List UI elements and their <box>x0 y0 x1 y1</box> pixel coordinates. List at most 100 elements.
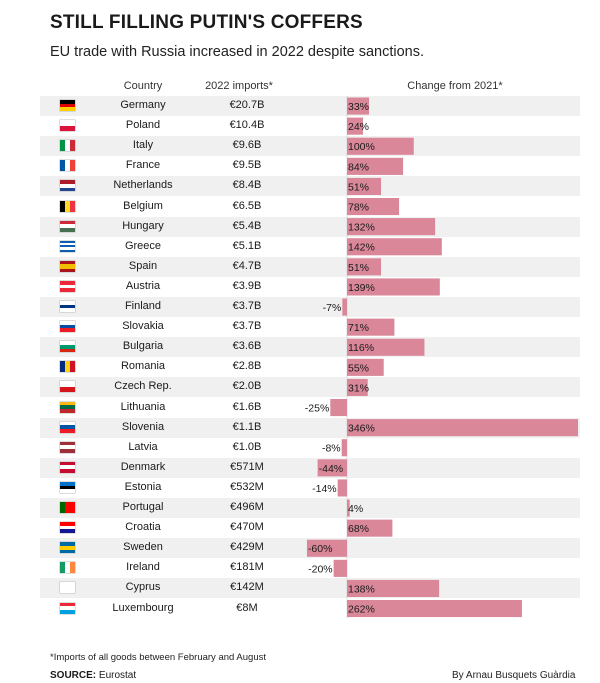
table-row: Cyprus €142M <box>40 578 580 599</box>
change-bar <box>333 559 347 577</box>
table-row: Czech Rep. €2.0B <box>40 377 580 398</box>
flag-icon <box>60 602 75 614</box>
change-label: -60% <box>308 543 333 555</box>
change-bar <box>347 278 440 296</box>
country-name: Estonia <box>124 480 162 493</box>
country-name: Ireland <box>126 561 160 574</box>
flag-icon <box>60 522 75 534</box>
source-value: Eurostat <box>98 670 137 681</box>
flag-icon <box>60 301 75 312</box>
change-label: 100% <box>348 141 375 153</box>
table-row: Austria €3.9B <box>40 277 580 297</box>
change-bar <box>347 358 384 376</box>
byline: By Arnau Busquets Guàrdia <box>452 670 576 681</box>
change-bar <box>347 198 400 216</box>
change-label: 51% <box>348 262 369 274</box>
country-name: Czech Rep. <box>114 380 172 393</box>
imports-value: €1.0B <box>232 440 262 453</box>
imports-value: €1.1B <box>232 420 262 433</box>
flag-icon <box>60 100 75 111</box>
imports-value: €2.8B <box>232 360 262 373</box>
flag-icon <box>60 120 75 132</box>
change-label: 262% <box>348 604 375 616</box>
flag-icon <box>60 240 75 252</box>
change-bar <box>342 298 347 316</box>
change-label: 55% <box>348 362 369 374</box>
country-name: Latvia <box>128 440 158 453</box>
change-bar <box>347 378 368 396</box>
table-row: Spain €4.7B <box>40 256 580 277</box>
imports-value: €8M <box>236 601 258 614</box>
country-name: Spain <box>128 259 158 272</box>
country-name: Slovenia <box>121 420 165 433</box>
change-bar <box>347 218 436 236</box>
country-name: Finland <box>124 300 162 312</box>
flag-icon <box>60 341 75 353</box>
change-label: -8% <box>322 443 341 455</box>
change-bar <box>347 238 442 256</box>
country-name: France <box>125 159 161 172</box>
imports-value: €2.0B <box>232 380 262 393</box>
change-label: -7% <box>323 302 342 314</box>
imports-value: €571M <box>230 460 264 473</box>
country-name: Denmark <box>120 460 166 473</box>
imports-value: €3.6B <box>232 340 262 353</box>
table-row: Romania €2.8B <box>40 357 580 377</box>
table-row: Denmark €571M <box>40 457 580 478</box>
country-name: Greece <box>124 239 162 252</box>
change-bar <box>347 338 425 356</box>
change-bar <box>347 117 364 135</box>
change-bar <box>337 479 347 497</box>
table-row: Slovakia €3.7B <box>40 317 580 337</box>
change-label: 24% <box>348 121 369 133</box>
country-name: Hungary <box>122 219 164 232</box>
imports-value: €5.1B <box>232 239 262 252</box>
table-row: Bulgaria €3.6B <box>40 337 580 358</box>
country-name: Romania <box>120 360 166 373</box>
change-bar <box>347 600 522 618</box>
flag-icon <box>60 180 75 192</box>
flag-icon <box>60 280 75 292</box>
country-name: Austria <box>125 279 161 292</box>
imports-value: €6.5B <box>232 199 262 212</box>
imports-value: €3.7B <box>232 300 262 312</box>
table-row: Hungary €5.4B <box>40 216 580 237</box>
source-line: SOURCE: Eurostat <box>50 670 136 681</box>
header-change: Change from 2021* <box>407 80 503 92</box>
imports-value: €4.7B <box>232 259 262 272</box>
flag-icon <box>60 140 75 152</box>
change-label: 138% <box>348 583 375 595</box>
country-name: Luxembourg <box>112 601 174 614</box>
change-label: -14% <box>312 483 337 495</box>
table-row: Latvia €1.0B <box>40 438 580 458</box>
flag-icon <box>60 562 75 574</box>
change-label: -25% <box>305 403 330 415</box>
country-name: Lithuania <box>120 400 166 413</box>
change-bar <box>347 177 382 195</box>
imports-value: €9.6B <box>232 139 262 152</box>
country-name: Poland <box>125 119 161 132</box>
country-name: Slovakia <box>122 320 164 333</box>
source-label: SOURCE: <box>50 670 97 681</box>
change-label: 31% <box>348 382 369 394</box>
chart-subtitle: EU trade with Russia increased in 2022 d… <box>50 44 424 60</box>
change-bar <box>347 579 440 597</box>
table-row: France €9.5B <box>40 156 580 176</box>
table-row: Germany €20.7B <box>40 96 580 117</box>
country-name: Bulgaria <box>122 340 164 353</box>
table-row: Netherlands €8.4B <box>40 176 580 197</box>
change-bar <box>317 459 347 477</box>
flag-icon <box>60 582 75 594</box>
change-bar <box>341 439 347 457</box>
change-label: 68% <box>348 523 369 535</box>
imports-value: €429M <box>230 541 264 554</box>
flag-icon <box>60 381 75 393</box>
change-label: 4% <box>348 503 363 515</box>
change-label: 71% <box>348 322 369 334</box>
imports-value: €8.4B <box>232 179 262 192</box>
table-row: Portugal €496M <box>40 498 580 519</box>
change-bar <box>347 519 393 537</box>
flag-icon <box>60 441 75 453</box>
table-row: Ireland €181M <box>40 558 580 578</box>
imports-value: €181M <box>230 561 264 574</box>
